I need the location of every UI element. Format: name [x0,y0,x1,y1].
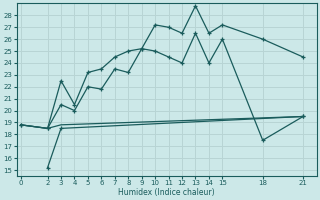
X-axis label: Humidex (Indice chaleur): Humidex (Indice chaleur) [118,188,215,197]
